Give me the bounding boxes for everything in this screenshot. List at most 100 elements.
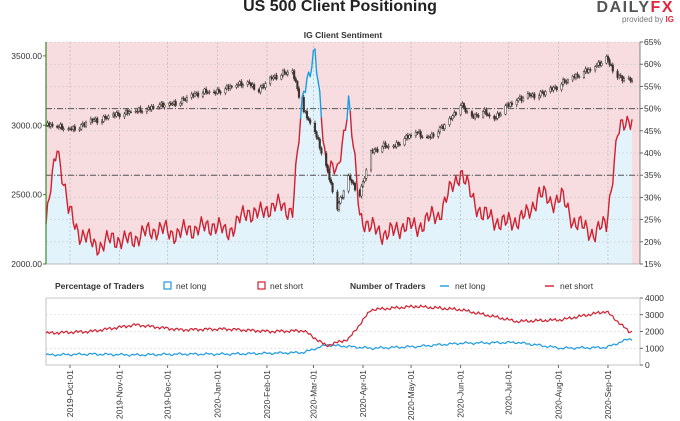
candle-body <box>477 114 480 118</box>
sentiment-line-segment <box>525 204 529 211</box>
sentiment-line-segment <box>375 228 379 235</box>
trader-count-long-line <box>45 338 633 357</box>
candle-body <box>339 197 342 204</box>
candle-body <box>219 91 222 94</box>
sentiment-line-segment <box>333 168 337 175</box>
sentiment-line-segment <box>239 212 243 224</box>
candle-body <box>100 121 104 124</box>
sentiment-line-segment <box>580 215 584 229</box>
sentiment-line-segment <box>77 229 81 245</box>
candle-body <box>611 64 614 72</box>
sentiment-line-segment <box>157 221 161 235</box>
sentiment-line-segment <box>597 220 601 231</box>
candle-body <box>608 59 611 66</box>
right-axis-tick-label: 55% <box>644 81 661 91</box>
sentiment-line-segment <box>490 209 494 221</box>
sentiment-line-segment <box>367 220 371 232</box>
candle-body <box>96 118 99 124</box>
sentiment-line-segment <box>266 205 270 218</box>
candle-body <box>123 113 126 117</box>
x-axis-tick-label: 2020-Mar-01 <box>308 370 318 419</box>
sentiment-line-segment <box>588 235 592 241</box>
x-axis-tick-label: 2020-Jan-01 <box>212 370 222 418</box>
candle-body <box>347 175 350 192</box>
sentiment-line-segment <box>378 225 382 239</box>
candle-body <box>237 84 240 86</box>
sentiment-line-segment <box>559 187 563 203</box>
sentiment-line-segment <box>520 209 524 220</box>
sentiment-line-segment <box>200 216 204 226</box>
trader-count-short-line <box>45 304 633 348</box>
candle-body <box>459 105 462 115</box>
x-axis-tick-label: 2019-Oct-01 <box>65 370 75 418</box>
right-axis-tick-label: 30% <box>644 192 661 202</box>
sentiment-line-segment <box>203 222 207 232</box>
candle-body <box>565 81 568 84</box>
candle-body <box>169 102 172 105</box>
candle-body <box>275 75 278 80</box>
candle-body <box>326 165 329 171</box>
sentiment-line-segment <box>115 236 119 249</box>
sentiment-line-segment <box>293 163 297 195</box>
candle-body <box>224 88 227 94</box>
sentiment-line-segment <box>291 192 295 218</box>
candle-body <box>475 114 478 116</box>
candle-body <box>139 107 142 112</box>
candle-body <box>84 122 88 127</box>
candle-body <box>398 144 401 146</box>
sentiment-line-segment <box>319 90 323 119</box>
candle-body <box>297 88 301 98</box>
candle-body <box>259 86 262 93</box>
candle-body <box>78 128 81 131</box>
candle-body <box>217 89 220 92</box>
sentiment-line-segment <box>458 170 462 187</box>
sentiment-line-segment <box>485 207 489 220</box>
bottom-right-axis-tick-label: 3000 <box>645 310 664 320</box>
left-axis-tick-label: 2000.00 <box>11 259 42 269</box>
sentiment-line-segment <box>221 225 225 234</box>
candle-body <box>369 150 373 171</box>
candle-body <box>395 142 398 148</box>
sentiment-line-segment <box>445 194 449 203</box>
candle-body <box>555 86 558 90</box>
sentiment-line-segment <box>109 232 113 244</box>
brand-fx: FX <box>650 0 674 16</box>
sentiment-line-segment <box>508 212 512 221</box>
sentiment-line-segment <box>162 224 166 235</box>
candle-body <box>342 190 345 198</box>
candle-body <box>619 75 622 77</box>
candle-body <box>384 142 387 147</box>
candle-body <box>317 137 320 140</box>
sentiment-line-segment <box>610 183 614 192</box>
candle-body <box>152 105 155 109</box>
sentiment-line-segment <box>538 186 542 198</box>
sentiment-line-segment <box>174 228 178 242</box>
candle-body <box>230 85 233 88</box>
sentiment-line-segment <box>419 222 423 233</box>
candle-body <box>499 113 502 116</box>
sentiment-line-segment <box>381 233 385 245</box>
sentiment-line-segment <box>51 158 55 172</box>
sentiment-line-segment <box>210 223 214 236</box>
sentiment-line-segment <box>269 202 273 217</box>
candle-body <box>376 148 379 153</box>
candle-body <box>174 101 177 106</box>
candle-body <box>466 111 469 113</box>
sentiment-line-segment <box>427 215 431 222</box>
sentiment-line-segment <box>112 232 116 248</box>
candle-body <box>179 103 182 106</box>
candle-body <box>104 116 107 119</box>
x-axis-tick-label: 2020-Aug-01 <box>553 370 563 419</box>
sentiment-line-segment <box>133 235 137 248</box>
left-axis-tick-label: 3500.00 <box>11 51 42 61</box>
candle-body <box>526 93 529 99</box>
sentiment-line-segment <box>70 206 74 224</box>
candle-body <box>563 79 566 83</box>
sentiment-line-segment <box>320 117 324 142</box>
sentiment-line-segment <box>215 227 219 235</box>
candle-body <box>616 70 619 78</box>
brand-daily: DAILY <box>596 0 651 16</box>
sentiment-line-segment <box>314 48 318 74</box>
candle-body <box>544 91 547 96</box>
